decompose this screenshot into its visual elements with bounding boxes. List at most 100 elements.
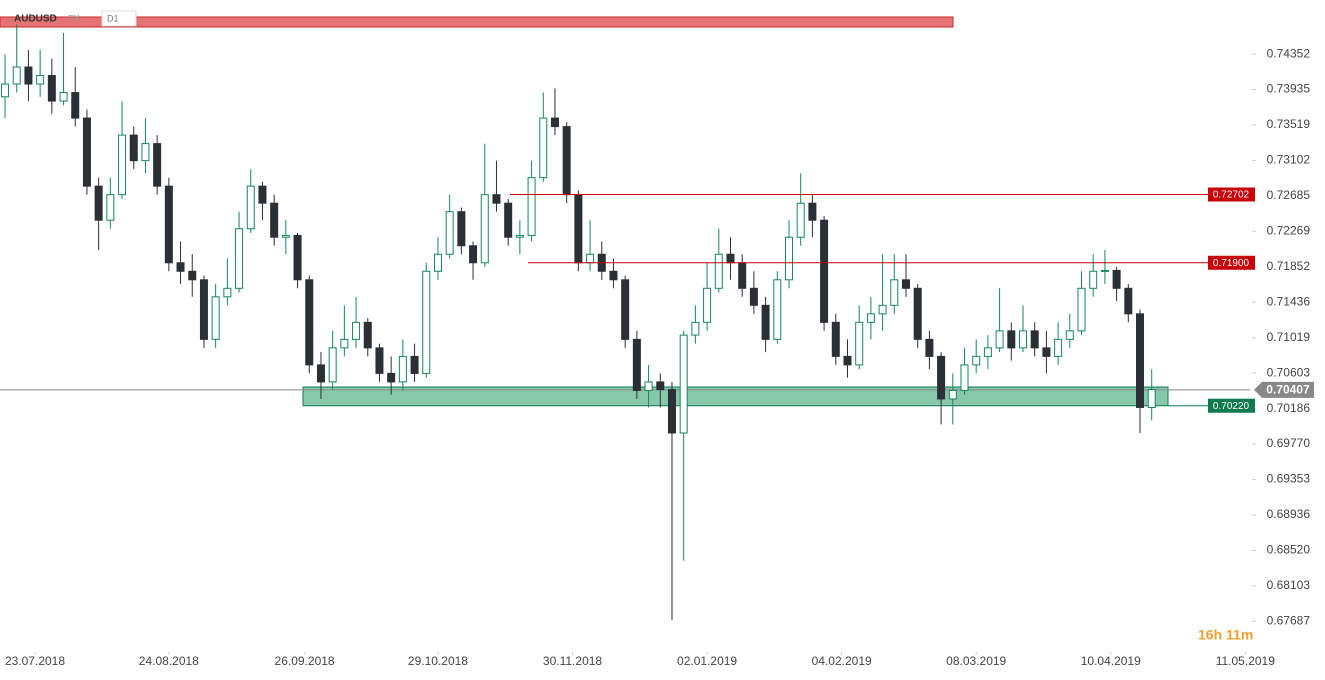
y-tick-label: 0.67687 <box>1267 613 1311 627</box>
candle-body <box>363 321 372 349</box>
last-price-label: 0.70407 <box>1266 383 1310 397</box>
candle-body <box>1124 287 1133 315</box>
x-tick-label: 30.11.2018 <box>543 654 602 668</box>
x-tick-label: 26.09.2018 <box>275 654 335 668</box>
candle-body <box>960 364 969 391</box>
candle-body <box>328 347 337 383</box>
candle-body <box>1089 270 1098 289</box>
candle-body <box>480 194 489 264</box>
candle-body <box>714 253 723 289</box>
y-tick-label: 0.72685 <box>1267 188 1311 202</box>
candle-body <box>153 143 162 187</box>
candle-body <box>316 364 325 383</box>
candle-body <box>796 202 805 238</box>
candle-body <box>562 126 571 196</box>
interval-box[interactable] <box>101 10 137 27</box>
candle-body <box>808 202 817 221</box>
candle-body <box>749 287 758 306</box>
candle-body <box>574 194 583 264</box>
candle-body <box>47 75 56 102</box>
timer: 16h 11m <box>1198 627 1253 643</box>
y-tick-label: 0.74352 <box>1267 46 1311 60</box>
x-tick-label: 02.01.2019 <box>677 654 737 668</box>
candle-body <box>211 296 220 340</box>
candle-body <box>504 202 513 238</box>
candle-body <box>1054 338 1063 357</box>
candle-body <box>831 321 840 357</box>
candle-body <box>1147 389 1156 408</box>
candle-body <box>621 279 630 340</box>
candle-body <box>890 279 899 306</box>
candle-body <box>82 117 91 187</box>
candle-body <box>410 355 419 374</box>
candle-body <box>1007 330 1016 349</box>
candle-body <box>515 235 524 238</box>
candle-body <box>855 321 864 366</box>
candle-body <box>59 92 68 102</box>
candle-body <box>176 262 185 272</box>
y-tick-label: 0.68103 <box>1267 578 1311 592</box>
y-tick-label: 0.71852 <box>1267 259 1311 273</box>
candle-body <box>644 381 653 391</box>
candle-body <box>1100 269 1109 272</box>
candle-body <box>398 355 407 383</box>
symbol[interactable]: AUDUSD <box>14 14 57 25</box>
candle-body <box>925 338 934 357</box>
candle-body <box>948 389 957 400</box>
candle-body <box>36 75 45 85</box>
candle-body <box>352 321 361 340</box>
candle-body <box>761 304 770 340</box>
candle-body <box>784 236 793 281</box>
candle-body <box>1136 313 1145 408</box>
candle-body <box>527 177 536 237</box>
y-tick-label: 0.73935 <box>1267 82 1311 96</box>
candle-body <box>995 330 1004 349</box>
candle-body <box>679 334 688 434</box>
level-label: 0.71900 <box>1213 258 1250 269</box>
candle-body <box>305 279 314 366</box>
candle-body <box>667 389 676 434</box>
y-tick-label: 0.68520 <box>1267 543 1311 557</box>
candle-body <box>843 355 852 366</box>
x-tick-label: 11.05.2019 <box>1216 654 1275 668</box>
candle-body <box>469 245 478 264</box>
x-tick-label: 04.02.2019 <box>812 654 872 668</box>
candle-body <box>492 194 501 204</box>
candle-body <box>246 185 255 230</box>
candle-body <box>281 235 290 238</box>
candle-body <box>141 143 150 162</box>
candle-body <box>129 134 138 162</box>
candle-body <box>340 338 349 349</box>
y-tick-label: 0.70186 <box>1267 401 1311 415</box>
candle-body <box>223 287 232 298</box>
candle-body <box>293 235 302 281</box>
y-tick-label: 0.70603 <box>1267 365 1311 379</box>
candle-body <box>422 270 431 374</box>
candle-body <box>24 66 33 85</box>
last-price-tag <box>1254 381 1314 398</box>
x-tick-label: 29.10.2018 <box>408 654 468 668</box>
candle-body <box>258 185 267 204</box>
candle-body <box>1077 287 1086 332</box>
y-tick-label: 0.73102 <box>1267 153 1311 167</box>
level-tag <box>1208 187 1255 202</box>
candle-body <box>937 355 946 400</box>
candle-body <box>118 134 127 196</box>
x-tick-label: 24.08.2018 <box>139 654 199 668</box>
candle-body <box>1019 330 1028 349</box>
candle-body <box>1042 347 1051 357</box>
candle-body <box>1 83 10 98</box>
x-tick-label: 08.03.2019 <box>946 654 1006 668</box>
candle-body <box>632 338 641 391</box>
candle-body <box>445 211 454 255</box>
candle-body <box>106 194 115 221</box>
candle-body <box>586 253 595 264</box>
candle-body <box>235 228 244 289</box>
candle-body <box>901 279 910 289</box>
candle-body <box>387 372 396 383</box>
candle-body <box>878 304 887 315</box>
market[interactable]: FX <box>68 13 80 23</box>
candle-body <box>199 279 208 340</box>
interval[interactable]: D1 <box>107 13 119 23</box>
